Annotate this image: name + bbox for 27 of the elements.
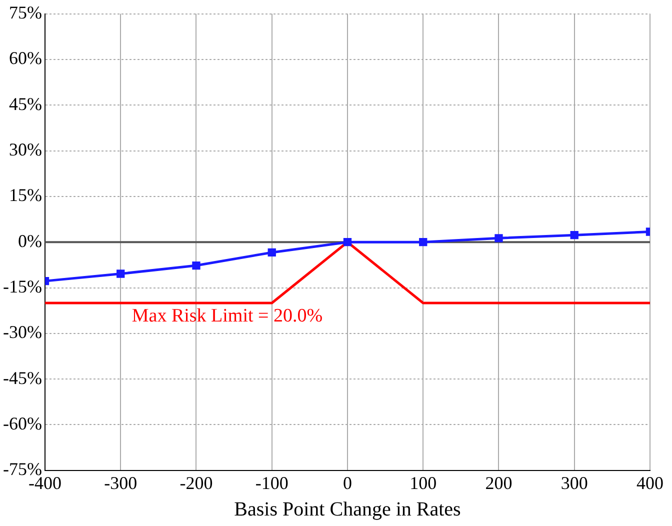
x-tick-label: -100: [255, 472, 288, 493]
x-axis-title: Basis Point Change in Rates: [234, 498, 462, 520]
x-tick-label: 300: [560, 472, 588, 493]
point: [570, 231, 578, 240]
x-tick-label: 200: [485, 472, 512, 493]
y-tick-label: 60%: [8, 48, 42, 68]
x-tick-label: 400: [636, 472, 664, 493]
annotation: Max Risk Limit = 20.0%: [132, 305, 323, 326]
point: [192, 261, 200, 270]
x-tick-label: -300: [104, 472, 138, 493]
y-tick-label: 75%: [8, 2, 42, 23]
point: [494, 234, 503, 242]
y-tick-label: -15%: [2, 276, 42, 296]
x-tick-label: 100: [410, 472, 437, 493]
y-tick-label: -30%: [2, 322, 42, 342]
y-tick-label: 30%: [8, 140, 42, 160]
y-tick-label: -45%: [2, 368, 42, 388]
point: [116, 270, 125, 278]
point: [419, 238, 428, 246]
y-tick-label: -60%: [2, 413, 42, 434]
point: [343, 238, 352, 246]
y-tick-label: 15%: [8, 185, 42, 206]
y-tick-label: 0%: [18, 230, 42, 251]
y-tick-label: 45%: [8, 94, 42, 114]
x-tick-label: 0: [342, 472, 352, 493]
x-tick-label: -200: [180, 472, 213, 493]
point: [268, 248, 276, 257]
